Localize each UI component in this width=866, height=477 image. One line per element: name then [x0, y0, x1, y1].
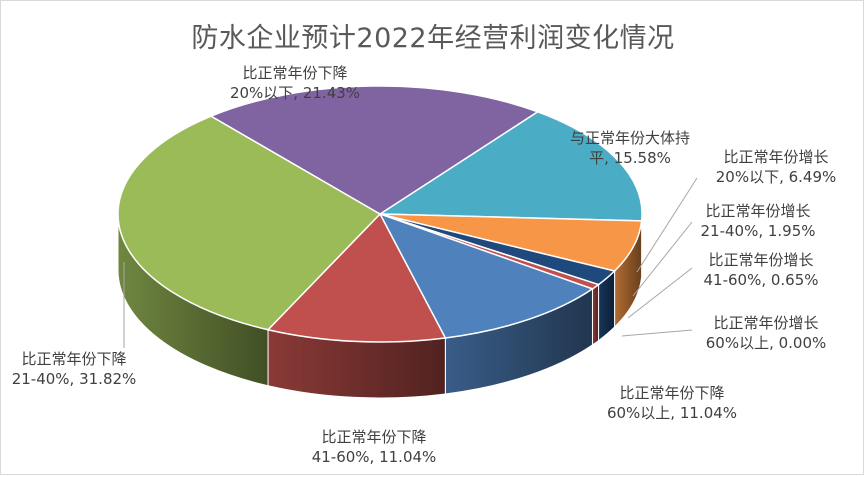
- pie-slice-8: [209, 85, 540, 215]
- data-label-line: 60%以上, 11.04%: [606, 404, 738, 422]
- data-label-line: 比正常年份增长: [708, 251, 814, 269]
- data-label-8: 比正常年份下降 20%以下, 21.43%: [230, 63, 360, 103]
- leader-line-4: [621, 329, 693, 337]
- data-label-5: 比正常年份下降 60%以上, 11.04%: [607, 383, 737, 423]
- data-label-4: 比正常年份增长 60%以上, 0.00%: [706, 313, 827, 353]
- chart-title: 防水企业预计2022年经营利润变化情况: [191, 23, 675, 54]
- leader-line-2: [632, 221, 693, 297]
- data-label-line: 与正常年份大体持: [569, 129, 691, 147]
- data-label-line: 21-40%, 1.95%: [700, 222, 816, 240]
- data-label-line: 41-60%, 0.65%: [703, 271, 819, 289]
- data-label-line: 比正常年份下降: [321, 428, 427, 446]
- pie-slice-0: [377, 110, 643, 222]
- data-label-line: 比正常年份增长: [705, 202, 811, 220]
- data-label-6: 比正常年份下降 41-60%, 11.04%: [312, 427, 437, 467]
- data-label-7: 比正常年份下降 21-40%, 31.82%: [12, 349, 137, 389]
- data-label-0: 与正常年份大体持 平, 15.58%: [570, 128, 690, 168]
- pie-side-3: [591, 283, 600, 346]
- data-label-3: 比正常年份增长 41-60%, 0.65%: [703, 250, 818, 290]
- data-label-line: 平, 15.58%: [589, 149, 671, 167]
- data-label-line: 41-60%, 11.04%: [311, 448, 437, 466]
- pie-slice-7: [117, 115, 382, 331]
- data-label-line: 比正常年份增长: [723, 148, 829, 166]
- data-label-1: 比正常年份增长 20%以下, 6.49%: [716, 147, 837, 187]
- data-label-line: 20%以下, 21.43%: [229, 84, 361, 102]
- data-label-line: 比正常年份增长: [713, 314, 819, 332]
- data-label-line: 比正常年份下降: [21, 350, 127, 368]
- data-label-line: 比正常年份下降: [619, 384, 725, 402]
- data-label-line: 比正常年份下降: [242, 64, 348, 82]
- data-label-line: 21-40%, 31.82%: [11, 370, 137, 388]
- data-label-line: 20%以下, 6.49%: [715, 168, 837, 186]
- pie-slice-6: [266, 212, 447, 343]
- leader-line-3: [627, 267, 693, 319]
- data-label-2: 比正常年份增长 21-40%, 1.95%: [700, 201, 815, 241]
- leader-line-1: [636, 177, 698, 273]
- data-label-line: 60%以上, 0.00%: [705, 334, 827, 352]
- pie-slice-5: [378, 212, 595, 339]
